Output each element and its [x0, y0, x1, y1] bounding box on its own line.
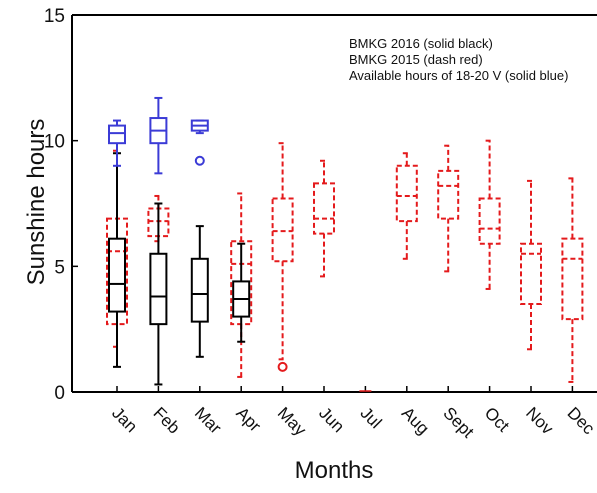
legend-entry-bmkg-2015: BMKG 2015 (dash red)	[349, 52, 483, 67]
box-iqr	[149, 252, 168, 326]
y-axis-label: Sunshine hours	[23, 119, 50, 286]
x-tick-label: Aug	[398, 403, 433, 438]
box-iqr	[313, 182, 335, 235]
box-iqr	[520, 242, 542, 306]
x-tick-label: Feb	[150, 403, 184, 437]
box-iqr	[395, 164, 418, 223]
x-tick-label: May	[274, 403, 310, 439]
x-tick-label: Oct	[481, 403, 513, 435]
box-iqr	[108, 237, 126, 313]
x-tick-label: Jun	[315, 403, 348, 436]
x-tick-label: Apr	[232, 403, 264, 435]
box-iqr	[190, 257, 209, 323]
x-axis-label: Months	[295, 457, 374, 484]
y-tick-label: 0	[54, 383, 65, 404]
outlier-point	[277, 361, 288, 372]
box-iqr	[437, 169, 460, 220]
box-iqr	[108, 124, 126, 145]
legend-entry-bmkg-2016: BMKG 2016 (solid black)	[349, 36, 493, 51]
x-tick-label: Sept	[439, 403, 477, 441]
x-tick-label: Mar	[191, 403, 225, 437]
y-tick-label: 5	[54, 257, 65, 278]
x-tick-label: Jan	[108, 403, 141, 436]
x-tick-label: Dec	[564, 403, 597, 438]
outlier-point	[194, 155, 205, 166]
legend-entry-available-hours: Available hours of 18-20 V (solid blue)	[349, 68, 568, 83]
box-iqr	[561, 237, 584, 321]
y-tick-label: 15	[44, 6, 65, 27]
x-tick-label: Jul	[357, 403, 386, 432]
box-iqr	[478, 197, 501, 245]
y-tick-label: 10	[44, 132, 65, 153]
box-iqr	[271, 197, 294, 263]
x-tick-label: Nov	[522, 403, 557, 438]
